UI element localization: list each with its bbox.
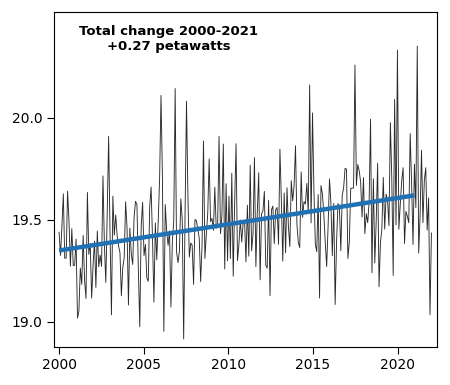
Text: Total change 2000-2021
+0.27 petawatts: Total change 2000-2021 +0.27 petawatts [79,25,258,53]
